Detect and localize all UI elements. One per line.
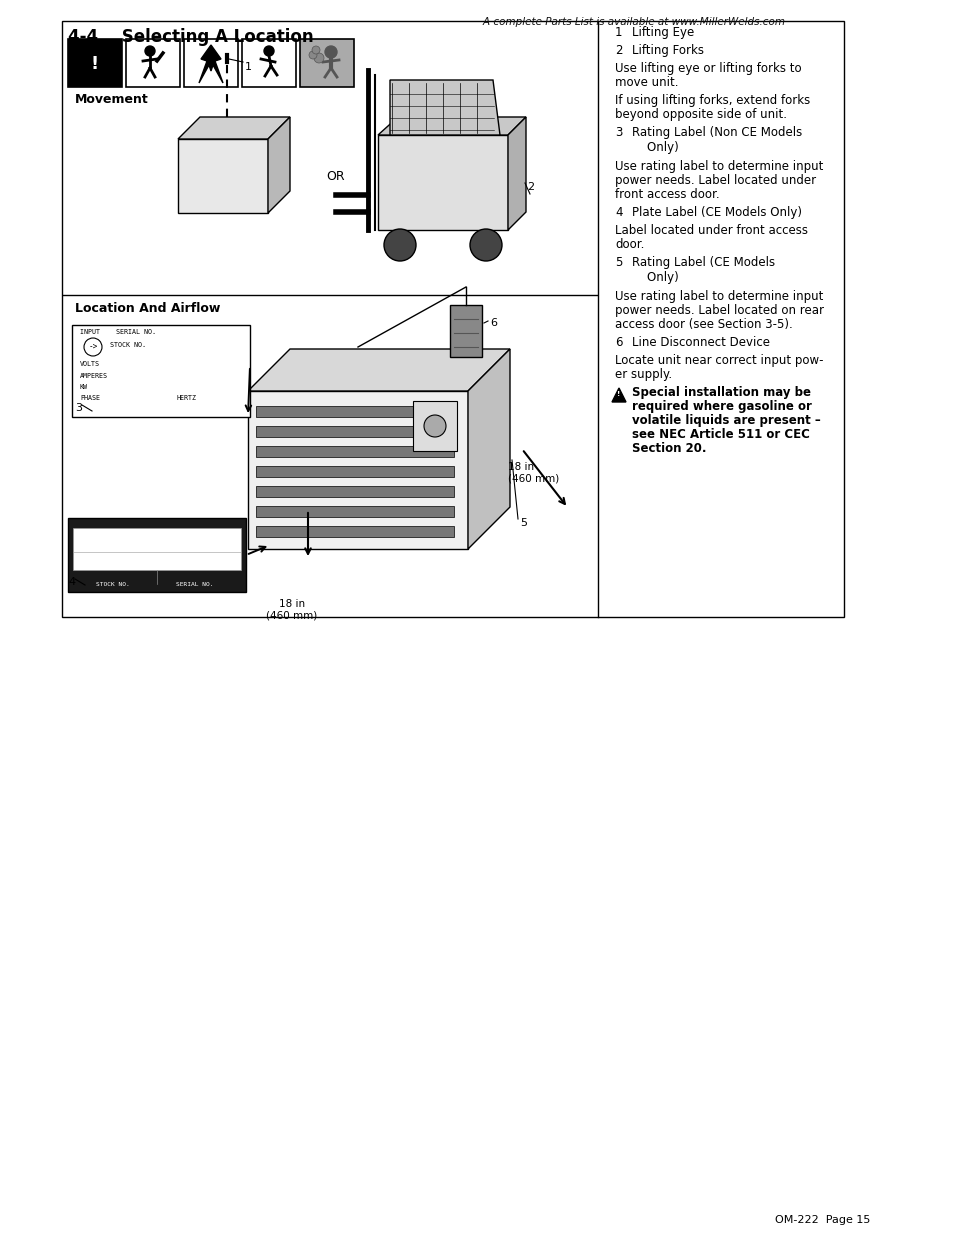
Circle shape <box>423 415 446 437</box>
Text: access door (see Section 3-5).: access door (see Section 3-5). <box>615 317 792 331</box>
Text: power needs. Label located on rear: power needs. Label located on rear <box>615 304 823 317</box>
Text: Label located under front access: Label located under front access <box>615 224 807 237</box>
Polygon shape <box>178 117 290 140</box>
Text: Special installation may be: Special installation may be <box>631 387 810 399</box>
Text: STOCK NO.: STOCK NO. <box>96 582 130 587</box>
Text: power needs. Label located under: power needs. Label located under <box>615 174 815 186</box>
Text: OR: OR <box>326 170 345 184</box>
Polygon shape <box>468 350 510 550</box>
Text: PHASE: PHASE <box>80 395 100 401</box>
Text: Movement: Movement <box>75 93 149 106</box>
Text: INPUT    SERIAL NO.: INPUT SERIAL NO. <box>80 329 156 335</box>
Bar <box>413 401 456 451</box>
Circle shape <box>309 51 316 59</box>
Bar <box>255 487 454 496</box>
Text: ->: -> <box>89 342 97 352</box>
Text: front access door.: front access door. <box>615 188 719 201</box>
Text: Use rating label to determine input: Use rating label to determine input <box>615 161 822 173</box>
Bar <box>255 406 454 417</box>
Text: 18 in
(460 mm): 18 in (460 mm) <box>266 599 317 621</box>
Bar <box>255 426 454 437</box>
Bar <box>73 529 241 571</box>
Polygon shape <box>377 117 525 135</box>
Text: er supply.: er supply. <box>615 368 672 382</box>
Circle shape <box>325 46 336 58</box>
Text: HERTZ: HERTZ <box>177 395 196 401</box>
Text: 4-4.   Selecting A Location: 4-4. Selecting A Location <box>68 28 314 46</box>
Bar <box>71 325 250 417</box>
Text: 6: 6 <box>490 317 497 329</box>
Text: 5: 5 <box>615 256 621 269</box>
Text: 6: 6 <box>615 336 622 350</box>
Circle shape <box>384 228 416 261</box>
Polygon shape <box>390 80 499 135</box>
Polygon shape <box>612 388 625 403</box>
Text: door.: door. <box>615 238 643 251</box>
Text: beyond opposite side of unit.: beyond opposite side of unit. <box>615 107 786 121</box>
Bar <box>377 135 507 230</box>
Polygon shape <box>178 140 268 212</box>
Text: required where gasoline or: required where gasoline or <box>631 400 811 412</box>
Circle shape <box>84 338 102 356</box>
Circle shape <box>264 46 274 56</box>
Text: KW: KW <box>80 384 88 390</box>
Text: 3: 3 <box>615 126 621 140</box>
Text: 1: 1 <box>615 26 622 40</box>
Text: Use lifting eye or lifting forks to: Use lifting eye or lifting forks to <box>615 62 801 75</box>
Bar <box>62 21 843 618</box>
Text: Rating Label (Non CE Models
    Only): Rating Label (Non CE Models Only) <box>631 126 801 154</box>
Polygon shape <box>199 44 223 83</box>
Text: !: ! <box>91 56 99 73</box>
Bar <box>255 446 454 457</box>
Text: 2: 2 <box>526 182 534 191</box>
Text: If using lifting forks, extend forks: If using lifting forks, extend forks <box>615 94 809 107</box>
Polygon shape <box>248 350 510 391</box>
Bar <box>255 506 454 517</box>
Text: see NEC Article 511 or CEC: see NEC Article 511 or CEC <box>631 429 809 441</box>
Text: 3: 3 <box>75 403 82 412</box>
Text: volatile liquids are present –: volatile liquids are present – <box>631 414 820 427</box>
Text: Location And Airflow: Location And Airflow <box>75 303 220 315</box>
Text: 5: 5 <box>519 517 526 529</box>
Text: AMPERES: AMPERES <box>80 373 108 379</box>
Text: Locate unit near correct input pow-: Locate unit near correct input pow- <box>615 354 822 367</box>
Bar <box>255 526 454 537</box>
Bar <box>184 40 237 86</box>
Bar <box>242 40 295 86</box>
Circle shape <box>312 46 319 54</box>
Text: A complete Parts List is available at www.MillerWelds.com: A complete Parts List is available at ww… <box>470 17 784 27</box>
Circle shape <box>314 53 324 63</box>
Polygon shape <box>248 391 468 550</box>
Bar <box>299 40 354 86</box>
Text: VOLTS: VOLTS <box>80 361 100 367</box>
Text: Lifting Forks: Lifting Forks <box>631 44 703 57</box>
Circle shape <box>470 228 501 261</box>
Text: !: ! <box>617 391 620 396</box>
Polygon shape <box>268 117 290 212</box>
Bar <box>68 40 122 86</box>
Text: 2: 2 <box>615 44 622 57</box>
Text: Lifting Eye: Lifting Eye <box>631 26 694 40</box>
Bar <box>255 466 454 477</box>
Text: 1: 1 <box>245 62 252 72</box>
Bar <box>450 305 481 357</box>
Text: Use rating label to determine input: Use rating label to determine input <box>615 290 822 303</box>
Text: 4: 4 <box>615 206 622 219</box>
Bar <box>126 40 180 86</box>
Bar <box>68 517 246 592</box>
Text: OM-222  Page 15: OM-222 Page 15 <box>774 1215 869 1225</box>
Text: 18 in
(460 mm): 18 in (460 mm) <box>507 462 558 484</box>
Polygon shape <box>507 117 525 230</box>
Text: STOCK NO.: STOCK NO. <box>110 342 146 348</box>
Text: Line Disconnect Device: Line Disconnect Device <box>631 336 769 350</box>
Text: Rating Label (CE Models
    Only): Rating Label (CE Models Only) <box>631 256 774 284</box>
Circle shape <box>145 46 154 56</box>
Polygon shape <box>73 44 117 83</box>
Text: Plate Label (CE Models Only): Plate Label (CE Models Only) <box>631 206 801 219</box>
Text: 4: 4 <box>68 577 75 587</box>
Text: SERIAL NO.: SERIAL NO. <box>175 582 213 587</box>
Text: move unit.: move unit. <box>615 77 678 89</box>
Text: Section 20.: Section 20. <box>631 442 706 454</box>
